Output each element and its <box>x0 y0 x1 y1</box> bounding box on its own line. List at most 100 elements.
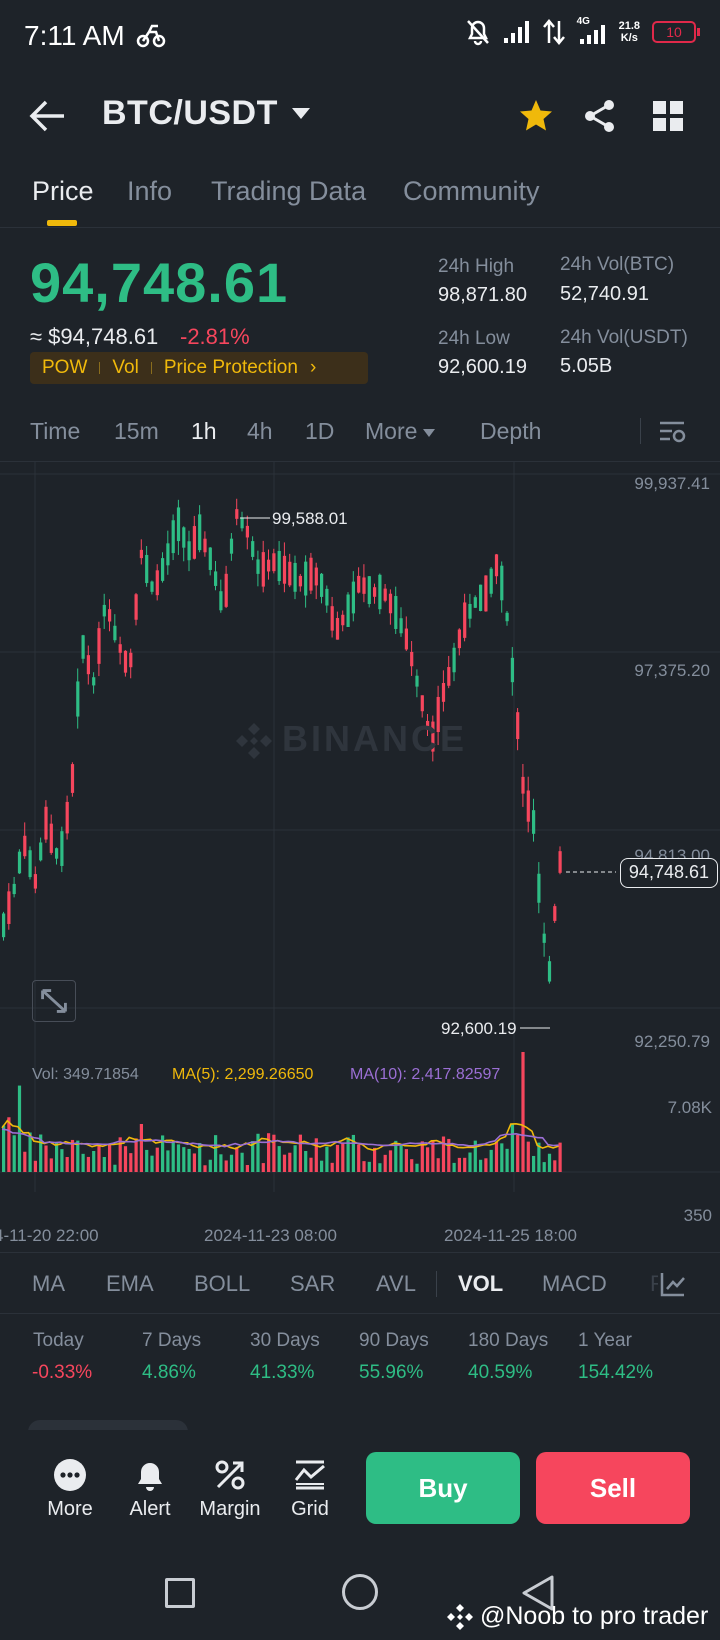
volume-bar <box>219 1154 223 1172</box>
candle-body <box>288 561 292 586</box>
low-marker-label: 92,600.19 <box>441 1019 517 1038</box>
main-tabs: Price Info Trading Data Community <box>0 160 720 228</box>
status-bar: 7:11 AM 4G 21.8 K/s 10 <box>0 0 720 80</box>
volume-bar <box>298 1134 302 1172</box>
chart-settings-icon[interactable] <box>658 418 686 446</box>
volume-bar <box>245 1165 249 1172</box>
indicator-settings-icon[interactable] <box>658 1269 688 1299</box>
volume-bar <box>33 1160 37 1172</box>
indicator-boll[interactable]: BOLL <box>194 1271 251 1296</box>
sell-button[interactable]: Sell <box>536 1452 690 1524</box>
candle-body <box>139 549 143 559</box>
volume-bar <box>282 1154 287 1172</box>
vol-max-label: 7.08K <box>667 1098 712 1117</box>
tag-vol[interactable]: Vol <box>112 357 139 378</box>
candle-body <box>23 835 27 857</box>
volume-bar <box>44 1145 48 1172</box>
grid-menu-icon[interactable] <box>652 100 684 132</box>
binance-logo-icon <box>447 1603 473 1630</box>
interval-time[interactable]: Time <box>30 418 81 444</box>
volume-bar <box>102 1157 106 1172</box>
indicator-avl[interactable]: AVL <box>376 1271 416 1296</box>
back-arrow-icon[interactable] <box>28 96 68 136</box>
high-label: 24h High <box>438 256 515 277</box>
candle-body <box>452 647 456 673</box>
candle-body <box>404 628 408 650</box>
pair-dropdown-icon[interactable] <box>292 108 310 119</box>
binance-watermark: BINANCE <box>232 718 467 763</box>
grid-action[interactable]: Grid <box>270 1458 350 1521</box>
tag-strip[interactable]: POW Vol Price Protection › <box>30 352 368 384</box>
candle-body <box>267 559 271 572</box>
volume-bar <box>394 1140 398 1172</box>
volume-bar <box>420 1141 424 1172</box>
indicator-sar[interactable]: SAR <box>290 1271 336 1296</box>
interval-depth[interactable]: Depth <box>480 418 542 444</box>
tab-trading-data[interactable]: Trading Data <box>211 176 367 206</box>
volume-bar <box>166 1150 170 1172</box>
candle-body <box>171 520 175 554</box>
volume-bar <box>362 1161 366 1172</box>
volume-bar <box>145 1149 149 1172</box>
candle-body <box>547 961 552 982</box>
indicator-ema[interactable]: EMA <box>106 1271 154 1296</box>
interval-more[interactable]: More <box>365 418 436 445</box>
volume-bar <box>113 1164 117 1172</box>
volume-bar <box>150 1155 154 1172</box>
volume-bar <box>373 1147 377 1172</box>
tab-info[interactable]: Info <box>127 176 173 206</box>
home-button[interactable] <box>342 1574 378 1610</box>
low-value: 92,600.19 <box>438 356 527 378</box>
volume-bar <box>70 1139 75 1172</box>
interval-15m[interactable]: 15m <box>114 418 159 444</box>
indicator-ma[interactable]: MA <box>32 1271 65 1296</box>
candle-body <box>256 559 260 574</box>
favorite-star-icon[interactable] <box>518 98 554 134</box>
volume-bar <box>261 1163 265 1172</box>
candle-body <box>229 538 234 554</box>
candle-body <box>489 568 493 594</box>
candle-body <box>304 561 308 596</box>
interval-1h[interactable]: 1h <box>191 418 217 444</box>
interval-4h[interactable]: 4h <box>247 418 273 444</box>
tab-price[interactable]: Price <box>32 176 94 206</box>
chevron-right-icon: › <box>309 357 317 378</box>
more-action[interactable]: More <box>30 1458 110 1521</box>
candle-body <box>49 823 53 853</box>
indicator-vol[interactable]: VOL <box>458 1271 504 1296</box>
tag-price-protection[interactable]: Price Protection <box>163 357 298 378</box>
vol-min-label: 350 <box>683 1206 712 1225</box>
vol-usdt-label: 24h Vol(USDT) <box>560 327 688 348</box>
candle-body <box>123 650 128 673</box>
candle-body <box>129 652 133 668</box>
indicator-macd[interactable]: MACD <box>542 1271 607 1296</box>
margin-action[interactable]: Margin <box>190 1458 270 1521</box>
candle-body <box>219 591 223 611</box>
volume-bar <box>330 1162 334 1172</box>
volume-bar <box>171 1142 175 1172</box>
expand-icon[interactable] <box>32 980 76 1022</box>
volume-bar <box>558 1142 562 1172</box>
candlestick-chart[interactable] <box>0 462 720 1250</box>
candle-body <box>510 657 514 683</box>
recents-button[interactable] <box>165 1578 195 1608</box>
back-button[interactable] <box>520 1574 556 1612</box>
volume-bar <box>134 1138 138 1172</box>
candle-body <box>134 594 138 620</box>
buy-button[interactable]: Buy <box>366 1452 520 1524</box>
interval-1d[interactable]: 1D <box>305 418 335 444</box>
candle-body <box>553 906 557 921</box>
candle-body <box>357 575 361 593</box>
tab-community[interactable]: Community <box>403 176 540 206</box>
candle-body <box>441 683 446 702</box>
volume-bar <box>378 1163 382 1172</box>
tag-pow[interactable]: POW <box>42 357 88 378</box>
indicator-cut[interactable]: R <box>650 1271 658 1296</box>
share-icon[interactable] <box>582 98 618 134</box>
candle-body <box>426 720 430 730</box>
candle-body <box>150 581 154 592</box>
pair-title[interactable]: BTC/USDT <box>102 94 278 132</box>
candle-body <box>277 550 281 582</box>
candle-body <box>282 555 287 584</box>
alert-action[interactable]: Alert <box>110 1458 190 1521</box>
